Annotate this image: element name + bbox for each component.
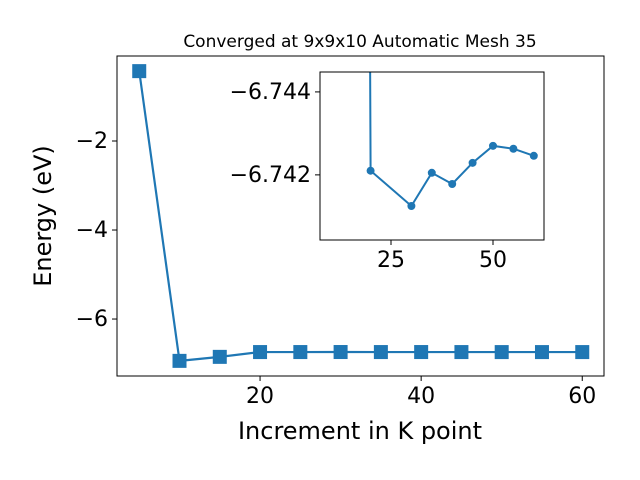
marker [373, 345, 388, 360]
series [366, 72, 538, 210]
marker [575, 345, 590, 360]
marker [407, 201, 416, 210]
marker [172, 353, 187, 368]
marker [494, 345, 509, 360]
marker [212, 349, 227, 364]
marker [414, 345, 429, 360]
marker [448, 180, 457, 188]
x-tick-label: 40 [407, 384, 435, 409]
axes-frame [116, 55, 605, 377]
y-tick-label: −6 [76, 307, 108, 332]
marker [253, 345, 268, 360]
y-axis-label: Energy (eV) [29, 145, 57, 287]
marker [468, 158, 477, 167]
y-tick-label: −4 [76, 218, 108, 243]
y-tick-label: −2 [76, 129, 108, 154]
marker [529, 151, 538, 160]
marker [366, 166, 375, 175]
series [132, 64, 590, 368]
chart-title: Converged at 9x9x10 Automatic Mesh 35 [183, 32, 536, 52]
x-tick-label: 60 [568, 384, 596, 409]
marker [333, 345, 348, 360]
marker [454, 345, 469, 360]
marker [427, 168, 436, 177]
marker [132, 64, 147, 79]
axes-frame [319, 71, 545, 241]
marker [534, 345, 549, 360]
y-tick-label: −6.744 [230, 80, 311, 105]
y-tick-label: −6.742 [230, 163, 311, 188]
marker [293, 345, 308, 360]
marker [509, 144, 518, 153]
marker [488, 141, 497, 150]
plot-area [320, 72, 544, 240]
x-tick-label: 50 [479, 248, 507, 273]
x-axis-label: Increment in K point [238, 417, 482, 445]
x-tick-label: 20 [246, 384, 274, 409]
x-tick-label: 25 [377, 248, 405, 273]
